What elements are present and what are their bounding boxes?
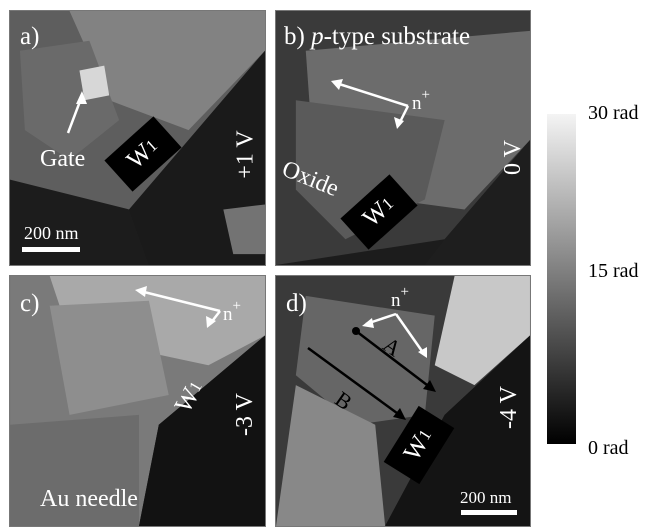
panel-b-voltage: 0 V <box>499 140 526 175</box>
panel-c-label: c) <box>20 290 40 317</box>
panel-d-scalebar-label: 200 nm <box>460 488 512 507</box>
panel-b-doping-text: n <box>412 93 422 114</box>
panel-c-doping-arrows <box>135 286 221 328</box>
panel-d-doping: n+ <box>391 284 409 312</box>
panel-a-scalebar <box>22 247 80 252</box>
panel-c-voltage: -3 V <box>231 393 258 436</box>
panel-d-voltage: -4 V <box>495 386 522 429</box>
gate-arrow <box>66 91 87 134</box>
panel-c-doping-sup: + <box>232 298 241 314</box>
panel-d-scalebar <box>461 510 517 515</box>
panel-b-doping: n+ <box>412 87 430 115</box>
panel-b-doping-arrows <box>331 79 410 129</box>
colorbar <box>547 114 576 444</box>
panel-b-label: b) p-type substrate <box>284 23 470 51</box>
panel-d-arrows <box>307 312 436 420</box>
panel-b-label-italic: p <box>311 23 324 50</box>
colorbar-min-label: 0 rad <box>588 437 629 459</box>
panel-d-label: d) <box>286 290 307 317</box>
au-needle-label: Au needle <box>40 486 138 512</box>
panel-d-doping-text: n <box>391 290 401 311</box>
panel-c-doping-text: n <box>223 304 233 325</box>
panel-a-label: a) <box>20 23 40 50</box>
panel-c-image <box>10 276 265 526</box>
colorbar-max-label: 30 rad <box>588 102 639 124</box>
panel-b-image <box>276 11 530 265</box>
panel-c-doping: n+ <box>223 298 241 326</box>
panel-b-label-prefix: b) <box>284 23 305 50</box>
panel-a-scalebar-label: 200 nm <box>24 223 79 243</box>
panel-b-label-rest: -type substrate <box>323 23 471 50</box>
panel-a-voltage: +1 V <box>232 130 259 179</box>
colorbar-mid-label: 15 rad <box>588 260 639 282</box>
panel-b-doping-sup: + <box>421 87 430 103</box>
gate-label: Gate <box>40 146 86 172</box>
panel-a-image <box>10 11 265 265</box>
panel-d-doping-sup: + <box>400 284 409 300</box>
